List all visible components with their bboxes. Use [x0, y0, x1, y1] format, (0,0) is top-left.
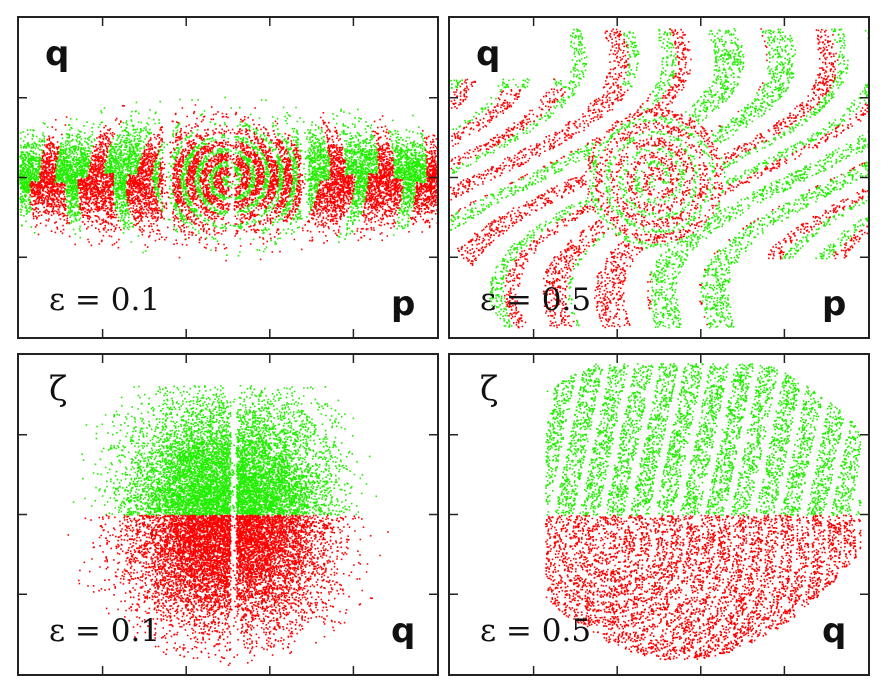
scatter-plot-area [19, 18, 437, 337]
epsilon-annotation: ε = 0.1 [49, 282, 161, 318]
axis-ticks [19, 18, 437, 337]
epsilon-annotation: ε = 0.5 [480, 613, 592, 649]
green-point-set [72, 385, 378, 517]
x-axis-label: p [822, 284, 847, 324]
scatter-plot-area [450, 18, 868, 337]
epsilon-annotation: ε = 0.5 [480, 282, 592, 318]
y-axis-label: ζ [49, 369, 68, 409]
axis-ticks [19, 355, 437, 674]
scatter-plot-area [450, 355, 868, 674]
green-point-set [19, 96, 428, 257]
y-axis-label: ζ [480, 369, 499, 409]
panel-top-left: q p ε = 0.1 [17, 16, 439, 339]
red-point-set [545, 514, 862, 661]
red-point-set [450, 28, 868, 329]
axis-ticks [450, 18, 868, 337]
y-axis-label: q [45, 34, 70, 74]
point-cloud [19, 96, 437, 262]
panel-bottom-left: ζ q ε = 0.1 [17, 353, 439, 676]
x-axis-label: p [391, 284, 416, 324]
y-axis-label: q [476, 34, 501, 74]
green-point-set [545, 363, 862, 517]
panel-bottom-right: ζ q ε = 0.5 [448, 353, 870, 676]
scatter-plot-area [19, 355, 437, 674]
point-cloud [450, 28, 868, 329]
point-cloud [545, 363, 862, 661]
panel-top-right: q p ε = 0.5 [448, 16, 870, 339]
axis-ticks [450, 355, 868, 674]
epsilon-annotation: ε = 0.1 [49, 613, 161, 649]
x-axis-label: q [391, 611, 416, 651]
point-cloud [67, 385, 389, 666]
red-point-set [29, 104, 437, 262]
x-axis-label: q [822, 611, 847, 651]
green-point-set [450, 28, 868, 329]
red-point-set [67, 514, 389, 666]
